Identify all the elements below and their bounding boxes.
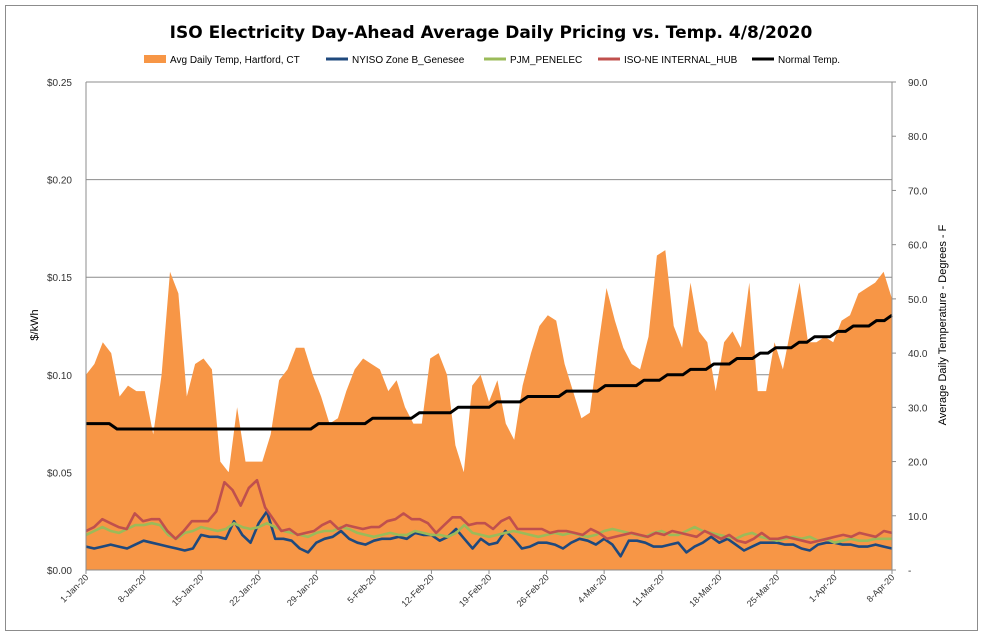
y-tick-label: $0.25 (47, 78, 72, 89)
y-tick-label: $0.10 (47, 371, 72, 382)
y-tick-label: $0.20 (47, 176, 72, 187)
x-tick-label: 15-Jan-20 (170, 572, 206, 608)
x-tick-label: 11-Mar-20 (630, 572, 666, 608)
y-tick-label: $0.00 (47, 566, 72, 577)
y2-tick-label: 10.0 (908, 512, 928, 523)
series-area-avg-daily-temp-hartford-ct (86, 250, 892, 570)
series-line-normal-temp (86, 313, 893, 431)
y2-tick-label: 20.0 (908, 458, 928, 469)
legend-label: ISO-NE INTERNAL_HUB (624, 55, 738, 66)
series-line-iso-ne-internal-hub (85, 478, 893, 544)
series-line-nyiso-zone-b-genesee (85, 510, 893, 558)
y-tick-label: $0.15 (47, 273, 72, 284)
legend-item: PJM_PENELEC (484, 55, 582, 66)
legend-label: PJM_PENELEC (510, 55, 582, 66)
x-tick-label: 1-Jan-20 (58, 572, 90, 604)
x-tick-label: 19-Feb-20 (457, 572, 493, 608)
legend-label: Avg Daily Temp, Hartford, CT (170, 55, 300, 66)
y2-axis-label: Average Daily Temperature - Degrees - F (937, 224, 949, 425)
legend-item: ISO-NE INTERNAL_HUB (598, 55, 738, 66)
y2-tick-label: 90.0 (908, 78, 928, 89)
chart-title: ISO Electricity Day-Ahead Average Daily … (170, 23, 813, 43)
x-tick-label: 12-Feb-20 (399, 572, 435, 608)
y2-tick-label: 50.0 (908, 295, 928, 306)
y2-tick-label: 30.0 (908, 403, 928, 414)
legend: Avg Daily Temp, Hartford, CT NYISO Zone B… (144, 55, 840, 66)
y2-tick-label: 60.0 (908, 241, 928, 252)
legend-label: Normal Temp. (778, 55, 840, 66)
y2-tick-label: 70.0 (908, 186, 928, 197)
legend-item: Normal Temp. (752, 55, 840, 66)
x-tick-label: 25-Mar-20 (745, 572, 781, 608)
x-tick-label: 22-Jan-20 (227, 572, 263, 608)
plot-area (85, 250, 893, 570)
y2-tick-label: 40.0 (908, 349, 928, 360)
x-tick-label: 1-Apr-20 (807, 572, 839, 604)
legend-item: NYISO Zone B_Genesee (326, 55, 465, 66)
y-axis-label: $/kWh (29, 309, 41, 340)
x-tick-label: 29-Jan-20 (285, 572, 321, 608)
legend-swatch (144, 55, 166, 63)
x-tick-label: 5-Feb-20 (345, 572, 378, 605)
x-tick-label: 4-Mar-20 (576, 572, 609, 605)
x-tick-label: 8-Apr-20 (865, 572, 897, 604)
legend-item: Avg Daily Temp, Hartford, CT (144, 55, 300, 66)
legend-label: NYISO Zone B_Genesee (352, 55, 465, 66)
x-tick-label: 18-Mar-20 (687, 572, 723, 608)
x-tick-label: 26-Feb-20 (515, 572, 551, 608)
y2-tick-label: - (908, 566, 911, 577)
y-tick-label: $0.05 (47, 468, 72, 479)
x-tick-label: 8-Jan-20 (116, 572, 148, 604)
y2-tick-label: 80.0 (908, 132, 928, 143)
